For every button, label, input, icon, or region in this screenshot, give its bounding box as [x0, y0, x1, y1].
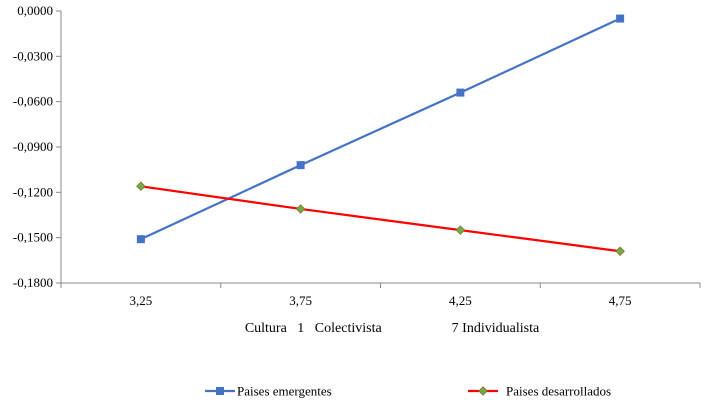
- data-point: [295, 204, 306, 214]
- data-point: [455, 225, 466, 235]
- y-tick-label: -0,0600: [13, 94, 53, 109]
- series-layer: [136, 14, 625, 257]
- legend-marker: [478, 386, 488, 396]
- legend-label: Paises desarrollados: [506, 384, 611, 399]
- data-point: [296, 161, 305, 170]
- x-axis-label: Cultura 1 Colectivista 7 Individualista: [245, 321, 540, 336]
- x-tick-label: 3,75: [289, 293, 312, 308]
- y-tick-label: -0,1500: [13, 230, 53, 245]
- y-axis: 0,0000 -0,0300 -0,0600 -0,0900 -0,1200 -0,150…: [13, 3, 62, 290]
- data-point: [456, 88, 465, 97]
- x-axis: 3,25 3,75 4,25 4,75: [60, 282, 701, 308]
- legend-marker: [216, 387, 224, 395]
- data-point: [615, 246, 625, 257]
- legend: Paises emergentes Paises desarrollados: [205, 384, 611, 399]
- x-tick-label: 3,25: [130, 293, 153, 308]
- legend-item: Paises emergentes: [205, 384, 332, 399]
- x-tick-label: 4,25: [449, 293, 472, 308]
- y-tick-label: 0,0000: [17, 3, 53, 18]
- y-tick-label: -0,1800: [13, 275, 53, 290]
- y-tick-label: -0,0900: [13, 139, 53, 154]
- series-line: [140, 185, 621, 253]
- series-paises-desarrollados: [136, 181, 625, 257]
- series-line: [140, 17, 621, 241]
- y-tick-label: -0,0300: [13, 48, 53, 63]
- legend-label: Paises emergentes: [237, 384, 332, 399]
- x-tick-label: 4,75: [609, 293, 632, 308]
- y-tick-label: -0,1200: [13, 184, 53, 199]
- data-point: [136, 235, 145, 244]
- data-point: [136, 181, 146, 192]
- legend-item: Paises desarrollados: [468, 384, 611, 399]
- data-point: [616, 14, 625, 23]
- series-paises-emergentes: [136, 14, 625, 244]
